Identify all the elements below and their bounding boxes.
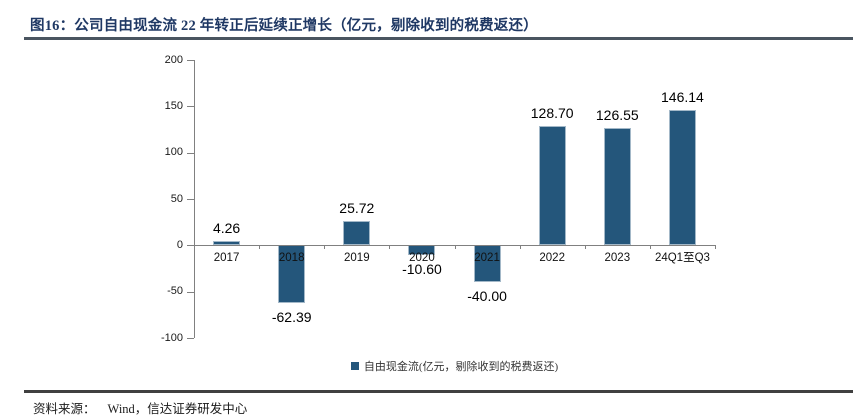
y-axis-tick-label: 150 <box>164 99 183 112</box>
x-axis-tick <box>389 245 391 250</box>
x-axis-category-label: 2022 <box>539 252 565 265</box>
source-text: Wind，信达证券研发中心 <box>107 402 248 416</box>
y-axis-tick-label: 50 <box>170 192 183 205</box>
y-axis-tick-label: 200 <box>164 53 183 66</box>
y-axis-tick-label: 0 <box>176 238 183 251</box>
x-axis-tick <box>454 245 456 250</box>
bar-value-label: -10.60 <box>402 261 442 278</box>
bar-value-label: -62.39 <box>271 309 312 326</box>
x-axis-tick <box>715 245 716 250</box>
legend-label: 自由现金流(亿元，剔除收到的税费返还) <box>363 361 559 373</box>
bar <box>538 126 566 246</box>
y-axis-tick <box>187 106 194 108</box>
x-axis-category-label: 2021 <box>474 252 500 265</box>
bar <box>668 109 696 246</box>
title-divider-rule <box>24 37 853 40</box>
y-axis-tick <box>187 338 194 339</box>
x-axis-tick <box>194 245 195 250</box>
source-label: 资料来源： <box>33 402 96 416</box>
x-axis-category-label: 2020 <box>409 252 435 265</box>
x-axis-category-label: 24Q1至Q3 <box>654 252 710 265</box>
bar-value-label: 128.70 <box>530 105 574 122</box>
figure-title: 图16：公司自由现金流 22 年转正后延续正增长（亿元，剔除收到的税费返还） <box>30 18 538 34</box>
y-axis-tick-label: -50 <box>167 285 183 298</box>
bar <box>278 245 306 304</box>
bar <box>213 241 241 246</box>
y-axis-tick-label: 100 <box>164 146 183 159</box>
y-axis-line <box>194 60 195 338</box>
bar-value-label: 146.14 <box>661 88 704 105</box>
x-axis-tick <box>519 245 521 250</box>
bar <box>343 221 371 246</box>
x-axis-category-label: 2018 <box>278 252 305 265</box>
legend-swatch-icon <box>350 362 359 370</box>
bar-value-label: 4.26 <box>212 220 241 237</box>
footer-divider-rule <box>24 390 853 393</box>
y-axis-tick <box>187 60 194 61</box>
x-axis-tick <box>584 245 586 250</box>
y-axis-tick <box>187 199 194 200</box>
y-axis-tick <box>187 245 194 247</box>
bar-value-label: 126.55 <box>595 107 639 124</box>
bar-value-label: 25.72 <box>339 200 375 217</box>
y-axis-tick-label: -100 <box>160 331 183 344</box>
source-note: 资料来源： Wind，信达证券研发中心 <box>33 398 247 417</box>
x-axis-category-label: 2023 <box>604 252 631 265</box>
x-axis-category-label: 2019 <box>344 252 370 265</box>
x-axis-tick <box>649 245 651 250</box>
x-axis-category-label: 2017 <box>213 252 240 265</box>
bar-value-label: -40.00 <box>467 288 507 305</box>
y-axis-tick <box>187 152 194 154</box>
x-axis-tick <box>259 245 261 250</box>
chart-legend: 自由现金流(亿元，剔除收到的税费返还) <box>194 358 715 374</box>
bar <box>603 128 631 246</box>
y-axis-tick <box>187 291 194 293</box>
x-axis-tick <box>324 245 326 250</box>
